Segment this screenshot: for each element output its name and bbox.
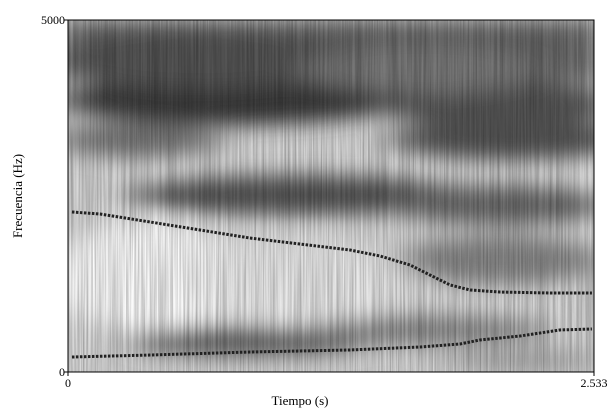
spectrogram bbox=[68, 20, 594, 372]
y-tick-label: 5000 bbox=[41, 13, 65, 27]
y-tick-label: 0 bbox=[59, 365, 65, 379]
formant-line bbox=[71, 327, 592, 359]
y-axis-label: Frecuencia (Hz) bbox=[10, 154, 25, 238]
formant-line bbox=[71, 210, 592, 295]
x-axis-label: Tiempo (s) bbox=[272, 393, 329, 408]
plot-frame bbox=[67, 19, 595, 373]
x-tick-label: 0 bbox=[65, 376, 71, 390]
x-tick-label: 2.533 bbox=[581, 376, 608, 390]
